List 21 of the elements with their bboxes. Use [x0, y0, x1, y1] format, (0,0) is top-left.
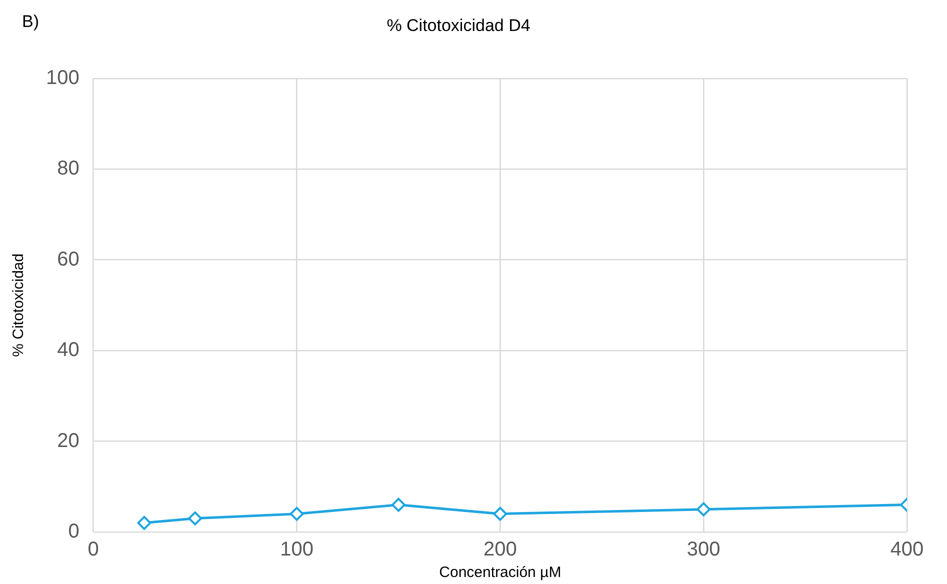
x-tick-label: 0 — [88, 538, 99, 561]
y-tick-label: 20 — [57, 430, 80, 452]
point — [188, 511, 202, 526]
y-tick-label: 100 — [46, 66, 80, 89]
x-tick-label: 400 — [890, 538, 924, 561]
point — [391, 498, 406, 512]
x-tick-label: 200 — [483, 538, 517, 561]
y-tick-label: 0 — [68, 520, 80, 543]
text: B) — [22, 12, 39, 32]
y-axis-title: % Citotoxicidad — [10, 254, 28, 357]
point — [493, 506, 508, 521]
point — [696, 502, 711, 516]
point — [290, 506, 304, 521]
x-tick-label: 100 — [280, 538, 314, 561]
x-tick-label: 300 — [686, 538, 720, 561]
point — [137, 516, 152, 530]
y-tick-label: 60 — [57, 248, 80, 270]
y-tick-label: 80 — [57, 158, 80, 180]
chart-title: % Citotoxicidad D4 — [386, 16, 530, 35]
y-tick-label: 40 — [57, 339, 80, 362]
x-axis-title: Concentración µM — [439, 564, 562, 582]
